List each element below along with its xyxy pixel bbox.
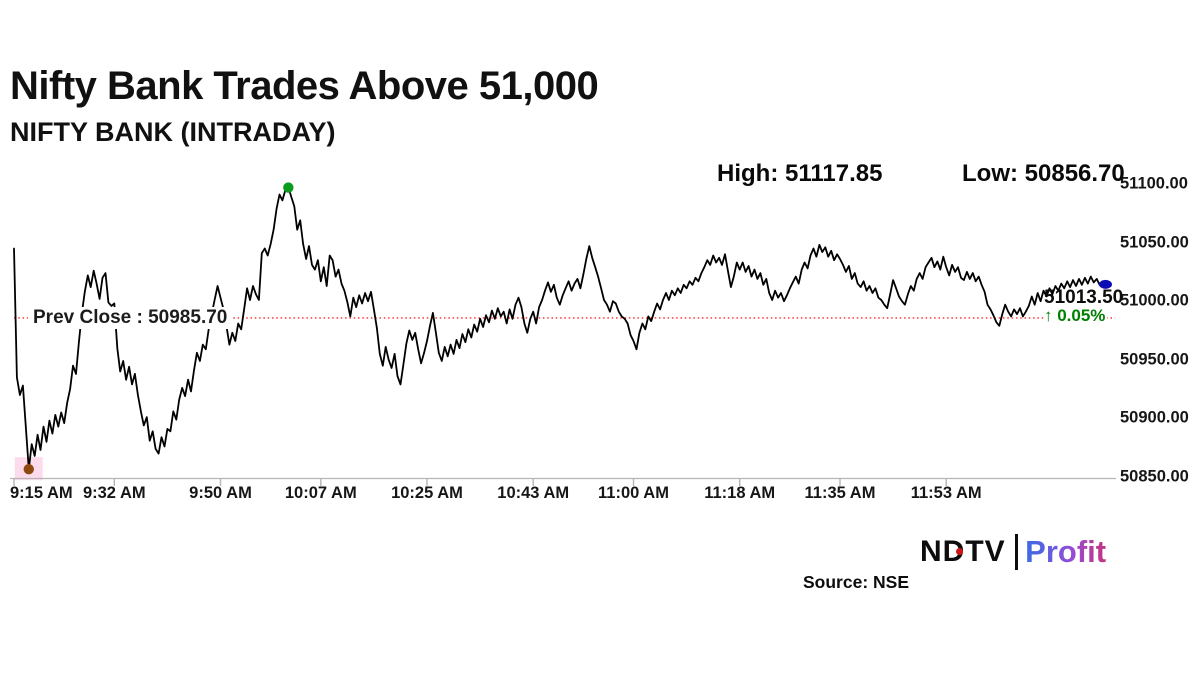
y-tick-label: 50900.00 [1120, 408, 1189, 427]
chart-subtitle: NIFTY BANK (INTRADAY) [10, 117, 336, 147]
last-price-label: 51013.50 [1044, 287, 1124, 308]
y-tick-label: 51050.00 [1120, 233, 1189, 252]
x-tick-label: 10:43 AM [497, 484, 570, 502]
ndtv-profit-logo: NDTV Profit [920, 534, 1106, 570]
x-tick-label: 9:15 AM [10, 484, 73, 502]
prev-close-label: Prev Close : 50985.70 [28, 307, 233, 329]
y-tick-label: 51100.00 [1120, 174, 1188, 193]
low-stat: Low: 50856.70 [962, 160, 1125, 187]
high-stat: High: 51117.85 [717, 160, 883, 187]
ndtv-logo-text: NDTV [920, 535, 1006, 568]
x-tick-label: 10:07 AM [284, 484, 357, 502]
x-tick-label: 9:32 AM [82, 484, 146, 502]
source-attribution: Source: NSE [803, 572, 909, 592]
y-tick-label: 50950.00 [1120, 350, 1189, 369]
change-percent-label: ↑ 0.05% [1044, 306, 1108, 326]
page-title: Nifty Bank Trades Above 51,000 [10, 64, 599, 108]
y-tick-label: 51000.00 [1120, 291, 1189, 310]
x-tick-label: 10:25 AM [391, 484, 463, 502]
x-tick-label: 11:35 AM [804, 484, 876, 502]
low-marker [23, 463, 34, 475]
ndtv-red-dot-icon [956, 548, 963, 555]
price-line [13, 186, 1107, 470]
last-marker [1099, 279, 1112, 289]
y-tick-label: 50850.00 [1120, 467, 1189, 486]
x-tick-label: 11:53 AM [910, 484, 982, 502]
x-tick-label: 9:50 AM [189, 484, 252, 502]
profit-logo-text: Profit [1025, 534, 1107, 569]
high-marker [283, 182, 294, 193]
logo-separator-bar [1014, 534, 1019, 570]
x-tick-label: 11:00 AM [598, 484, 669, 502]
x-tick-label: 11:18 AM [704, 484, 776, 502]
